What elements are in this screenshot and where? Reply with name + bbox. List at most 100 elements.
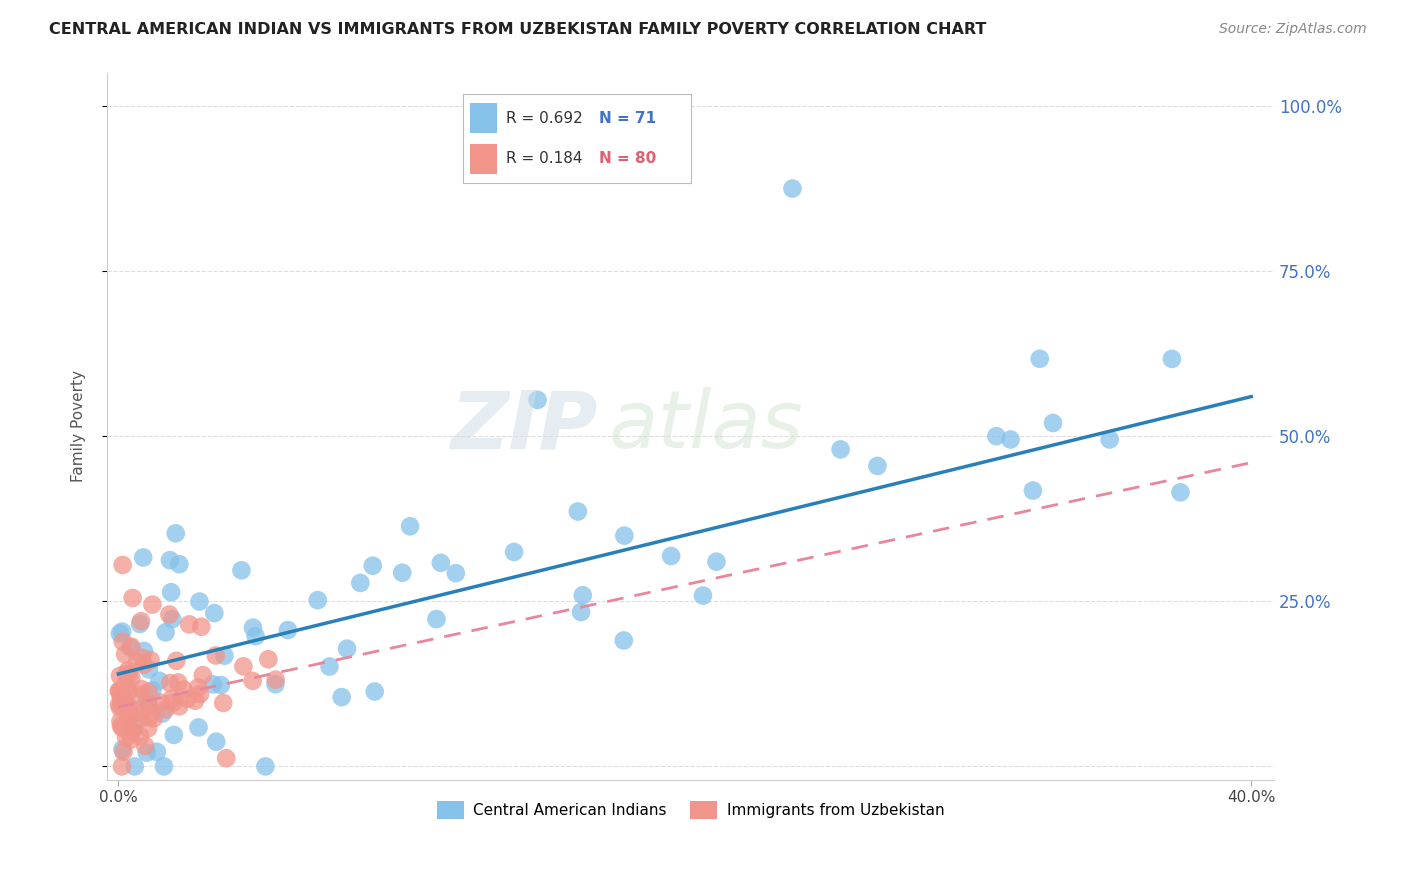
Point bbox=[155, 625, 177, 640]
Point bbox=[526, 392, 548, 407]
Point bbox=[132, 550, 155, 565]
Point bbox=[330, 690, 353, 705]
Point bbox=[114, 679, 136, 693]
Point bbox=[179, 617, 201, 632]
Point bbox=[692, 589, 714, 603]
Point bbox=[152, 706, 174, 721]
Point bbox=[141, 598, 163, 612]
Point bbox=[572, 588, 595, 602]
Point bbox=[118, 684, 141, 698]
Point bbox=[148, 673, 170, 688]
Point bbox=[110, 690, 132, 705]
Point bbox=[242, 621, 264, 635]
Point bbox=[336, 641, 359, 656]
Point bbox=[613, 633, 636, 648]
Point bbox=[131, 650, 153, 665]
Point bbox=[108, 626, 131, 640]
Point bbox=[138, 698, 160, 713]
Point bbox=[364, 684, 387, 698]
Point bbox=[115, 667, 138, 681]
Point bbox=[165, 654, 187, 668]
Point bbox=[129, 729, 152, 743]
Point bbox=[232, 659, 254, 673]
Point bbox=[155, 702, 177, 716]
Point bbox=[160, 692, 183, 706]
Point bbox=[1042, 416, 1064, 430]
Point bbox=[160, 612, 183, 626]
Point bbox=[157, 607, 180, 622]
Point bbox=[134, 739, 156, 753]
Point bbox=[138, 685, 160, 699]
Point bbox=[118, 700, 141, 714]
Point bbox=[108, 700, 131, 714]
Point bbox=[117, 664, 139, 678]
Point bbox=[204, 648, 226, 663]
Point bbox=[121, 591, 143, 605]
Point bbox=[135, 694, 157, 708]
Point bbox=[706, 555, 728, 569]
Point bbox=[117, 707, 139, 722]
Point bbox=[399, 519, 422, 533]
Point bbox=[120, 732, 142, 747]
Point bbox=[110, 683, 132, 698]
Point bbox=[187, 720, 209, 734]
Point bbox=[111, 759, 134, 773]
Point bbox=[1022, 483, 1045, 498]
Point bbox=[110, 695, 132, 709]
Point bbox=[191, 668, 214, 682]
Text: atlas: atlas bbox=[609, 387, 804, 466]
Point bbox=[112, 745, 135, 759]
Point bbox=[118, 725, 141, 739]
Point bbox=[120, 671, 142, 685]
Point bbox=[132, 657, 155, 672]
Point bbox=[132, 644, 155, 658]
Text: ZIP: ZIP bbox=[450, 387, 598, 466]
Point bbox=[659, 549, 682, 563]
Point bbox=[205, 734, 228, 748]
Point bbox=[254, 759, 277, 773]
Point bbox=[202, 606, 225, 620]
Point bbox=[139, 653, 162, 667]
Point bbox=[163, 728, 186, 742]
Point bbox=[187, 681, 209, 695]
Point bbox=[138, 710, 160, 724]
Y-axis label: Family Poverty: Family Poverty bbox=[72, 370, 86, 483]
Point bbox=[361, 558, 384, 573]
Point bbox=[110, 714, 132, 729]
Point bbox=[430, 556, 453, 570]
Point bbox=[120, 707, 142, 722]
Point bbox=[188, 687, 211, 701]
Point bbox=[1028, 351, 1050, 366]
Point bbox=[111, 692, 134, 706]
Point bbox=[108, 684, 131, 698]
Point bbox=[162, 696, 184, 710]
Point bbox=[108, 669, 131, 683]
Point bbox=[111, 624, 134, 639]
Point bbox=[129, 617, 152, 632]
Point bbox=[567, 504, 589, 518]
Point bbox=[169, 558, 191, 572]
Point bbox=[142, 711, 165, 725]
Point bbox=[120, 640, 142, 654]
Point bbox=[277, 623, 299, 637]
Point bbox=[1000, 433, 1022, 447]
Point bbox=[1161, 351, 1184, 366]
Point bbox=[318, 659, 340, 673]
Legend: Central American Indians, Immigrants from Uzbekistan: Central American Indians, Immigrants fro… bbox=[430, 795, 950, 825]
Point bbox=[111, 634, 134, 648]
Point bbox=[165, 526, 187, 541]
Point bbox=[118, 702, 141, 716]
Point bbox=[167, 699, 190, 714]
Point bbox=[138, 662, 160, 676]
Point bbox=[136, 721, 159, 735]
Point bbox=[129, 711, 152, 725]
Point bbox=[114, 697, 136, 711]
Point bbox=[159, 553, 181, 567]
Point bbox=[115, 731, 138, 745]
Point bbox=[128, 688, 150, 702]
Text: CENTRAL AMERICAN INDIAN VS IMMIGRANTS FROM UZBEKISTAN FAMILY POVERTY CORRELATION: CENTRAL AMERICAN INDIAN VS IMMIGRANTS FR… bbox=[49, 22, 987, 37]
Point bbox=[215, 751, 238, 765]
Point bbox=[167, 675, 190, 690]
Point bbox=[866, 458, 889, 473]
Point bbox=[111, 694, 134, 708]
